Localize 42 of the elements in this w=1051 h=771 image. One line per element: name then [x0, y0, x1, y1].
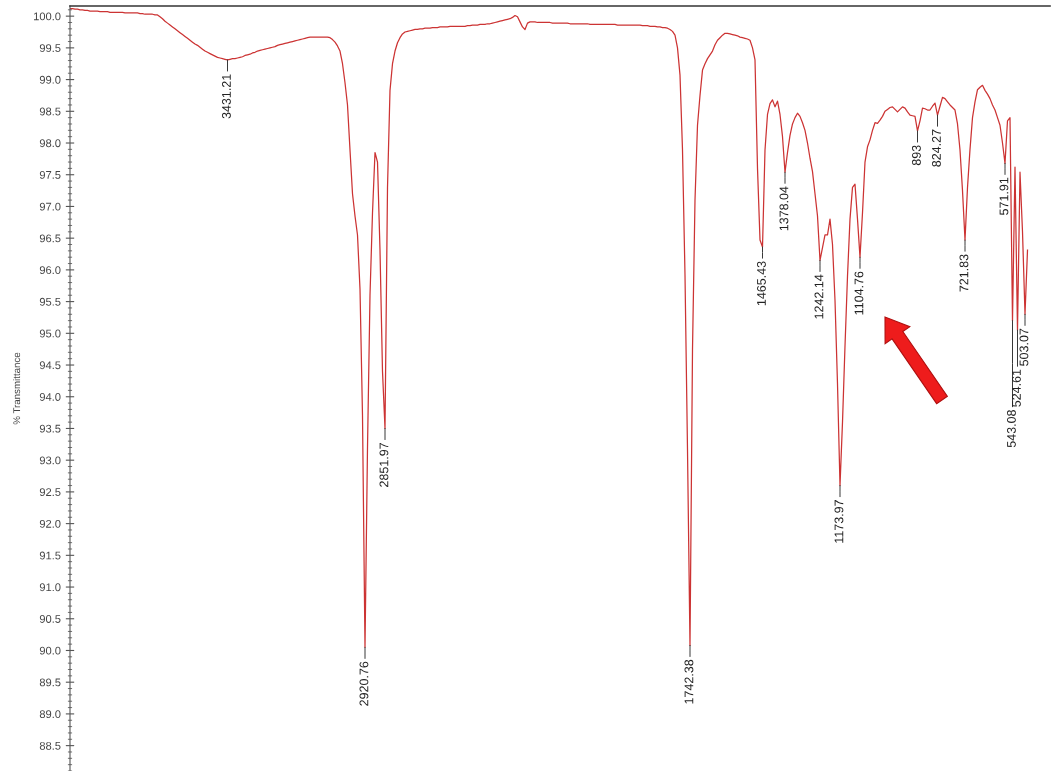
y-tick-label: 97.5 — [39, 171, 61, 179]
y-tick-label: 98.5 — [39, 107, 61, 116]
y-tick-label: 91.0 — [39, 583, 61, 592]
y-tick-label: 94.0 — [39, 393, 61, 401]
y-tick-label: 92.0 — [39, 519, 61, 528]
y-tick-label: 94.5 — [39, 361, 61, 370]
y-tick-label: 89.0 — [39, 710, 61, 719]
y-axis-title: % Transmittance — [13, 352, 21, 425]
annotation: 1104.76 — [854, 271, 864, 315]
y-tick-label: 99.5 — [39, 44, 61, 52]
annotation: 2920.76 — [359, 661, 369, 706]
annotation: 2851.97 — [379, 442, 389, 487]
y-tick-label: 90.0 — [39, 646, 61, 655]
annotation: 1465.43 — [757, 261, 766, 306]
y-tick-label: 91.5 — [39, 551, 61, 560]
y-tick-label: 96.5 — [39, 234, 61, 243]
annotation: 503.07 — [1019, 328, 1029, 366]
y-tick-label: 90.5 — [39, 615, 61, 623]
y-tick-label: 93.0 — [39, 456, 61, 465]
annotation: 524.61 — [1012, 369, 1021, 407]
y-tick-label: 96.0 — [39, 266, 61, 275]
y-tick-label: 100.0 — [34, 12, 61, 21]
annotation: 721.83 — [959, 254, 969, 292]
annotation: 1242.14 — [814, 274, 824, 319]
annotation: 3431.21 — [222, 74, 231, 119]
annotation: 571.91 — [999, 177, 1009, 215]
annotation: 1173.97 — [834, 500, 844, 543]
y-tick-label: 88.5 — [39, 741, 61, 750]
y-tick-label: 89.5 — [39, 678, 61, 687]
annotation: 1378.04 — [779, 186, 789, 231]
annotation: 1742.38 — [684, 659, 694, 704]
y-tick-label: 95.0 — [39, 329, 61, 338]
annotation: 824.27 — [932, 129, 941, 167]
y-tick-label: 99.0 — [39, 75, 61, 84]
y-tick-label: 97.0 — [39, 202, 61, 211]
annotation: 893 — [912, 145, 921, 166]
y-tick-label: 95.5 — [39, 297, 61, 306]
y-tick-label: 92.5 — [39, 488, 61, 497]
y-tick-label: 93.5 — [39, 424, 61, 433]
y-tick-label: 98.0 — [39, 139, 61, 148]
annotation: 543.08 — [1007, 410, 1016, 448]
line-series — [70, 7, 1029, 648]
